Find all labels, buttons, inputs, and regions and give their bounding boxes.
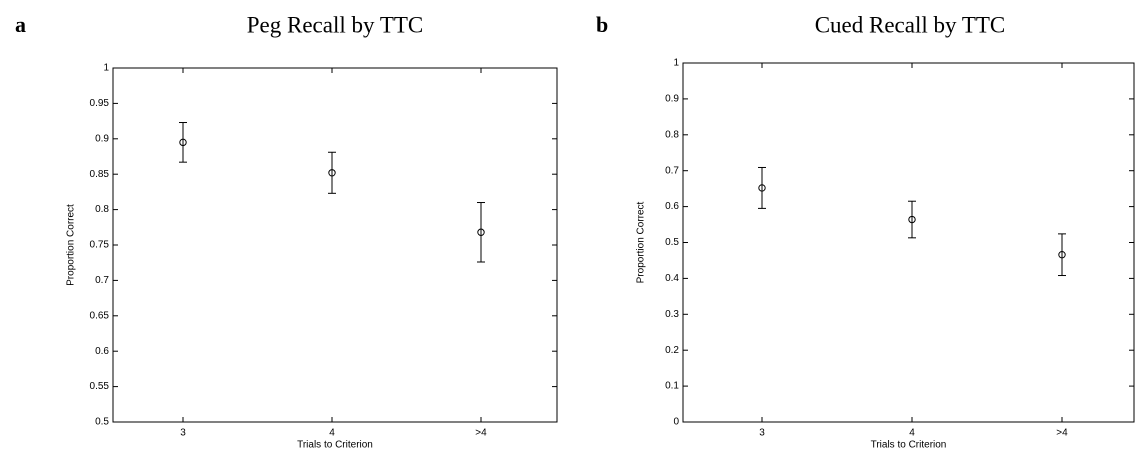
y-tick-label: 1 <box>103 63 109 74</box>
point <box>758 184 766 192</box>
panel-label: b <box>596 12 608 37</box>
y-tick-label: 0.4 <box>665 273 679 284</box>
point <box>908 215 916 224</box>
y-tick-label: 0.7 <box>665 165 679 176</box>
y-tick-label: 0.2 <box>665 345 679 356</box>
x-tick-label: >4 <box>475 428 487 439</box>
x-tick-label: 4 <box>329 428 335 439</box>
y-tick-label: 0.5 <box>95 417 109 428</box>
point <box>328 169 336 177</box>
point <box>1058 251 1066 259</box>
y-tick-label: 0.6 <box>95 346 109 357</box>
panel-label: a <box>15 12 26 37</box>
x-axis-label: Trials to Criterion <box>871 440 947 451</box>
chart-title: Peg Recall by TTC <box>247 12 424 37</box>
y-tick-label: 0.55 <box>90 381 110 392</box>
y-tick-label: 0.3 <box>665 309 679 320</box>
y-tick-label: 0.9 <box>95 133 109 144</box>
y-tick-label: 1 <box>673 58 679 69</box>
y-tick-label: 0 <box>673 417 679 428</box>
y-tick-label: 0.5 <box>665 237 679 248</box>
x-tick-label: >4 <box>1056 428 1068 439</box>
y-tick-label: 0.8 <box>665 129 679 140</box>
y-tick-label: 0.65 <box>90 310 110 321</box>
y-axis-label: Proportion Correct <box>66 204 77 286</box>
x-tick-label: 4 <box>909 428 915 439</box>
x-tick-label: 3 <box>180 428 186 439</box>
y-axis-label: Proportion Correct <box>636 201 647 283</box>
y-tick-label: 0.85 <box>90 169 110 180</box>
y-tick-label: 0.6 <box>665 201 679 212</box>
y-tick-label: 0.1 <box>665 381 679 392</box>
chart-title: Cued Recall by TTC <box>815 12 1006 37</box>
x-axis-label: Trials to Criterion <box>297 440 373 451</box>
axes-box <box>682 62 1135 423</box>
y-tick-label: 0.7 <box>95 275 109 286</box>
y-tick-label: 0.75 <box>90 240 110 251</box>
point <box>477 228 485 236</box>
y-tick-label: 0.95 <box>90 98 110 109</box>
y-tick-label: 0.9 <box>665 94 679 105</box>
x-tick-label: 3 <box>759 428 765 439</box>
y-tick-label: 0.8 <box>95 204 109 215</box>
axes-box <box>112 67 558 423</box>
point <box>179 138 187 147</box>
